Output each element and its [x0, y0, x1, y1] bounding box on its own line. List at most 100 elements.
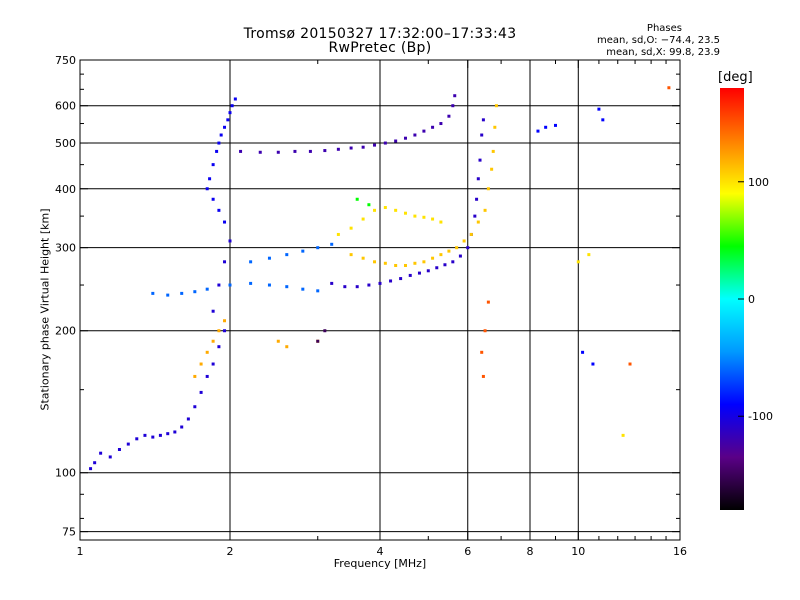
- data-point: [435, 266, 439, 270]
- data-point: [466, 246, 470, 250]
- y-tick-label: 100: [55, 467, 76, 480]
- data-point: [223, 329, 227, 333]
- data-point: [117, 447, 121, 451]
- data-point: [239, 149, 243, 153]
- data-point: [367, 203, 371, 207]
- data-point: [215, 149, 219, 153]
- data-point: [394, 139, 398, 143]
- data-point: [451, 104, 455, 108]
- data-point: [308, 149, 312, 153]
- data-point: [316, 246, 320, 250]
- data-point: [228, 283, 232, 287]
- data-point: [217, 141, 221, 145]
- y-axis-ticks: 75 100 200 300 400 500 600 750: [55, 54, 680, 539]
- data-point: [301, 249, 305, 253]
- data-point: [403, 211, 407, 215]
- y-tick-label: 500: [55, 137, 76, 150]
- data-point: [180, 425, 184, 429]
- data-point: [267, 256, 271, 260]
- colorbar-tick-label: 0: [748, 293, 755, 306]
- data-point: [276, 150, 280, 154]
- data-point: [285, 285, 289, 289]
- data-point: [217, 208, 221, 212]
- data-point: [383, 261, 387, 265]
- data-point: [126, 442, 130, 446]
- data-point: [316, 289, 320, 293]
- colorbar-tick-label: 100: [748, 176, 769, 189]
- data-point: [158, 433, 162, 437]
- data-point: [408, 273, 412, 277]
- data-point: [230, 104, 234, 108]
- data-point: [223, 319, 227, 323]
- data-point: [285, 253, 289, 257]
- chart-subtitle: RwPretec (Bp): [328, 40, 432, 56]
- data-point: [378, 281, 382, 285]
- data-point: [403, 136, 407, 140]
- data-point: [481, 374, 485, 378]
- data-point: [336, 147, 340, 151]
- data-point: [453, 94, 457, 98]
- data-points: [89, 86, 671, 471]
- y-axis-label: Stationary phase Virtual Height [km]: [38, 208, 52, 411]
- data-point: [458, 254, 462, 258]
- data-point: [223, 220, 227, 224]
- data-point: [413, 133, 417, 137]
- y-tick-label: 600: [55, 100, 76, 113]
- data-point: [349, 226, 353, 230]
- data-point: [285, 345, 289, 349]
- data-point: [486, 187, 490, 191]
- data-point: [544, 125, 548, 129]
- data-point: [493, 125, 497, 129]
- data-point: [205, 374, 209, 378]
- data-point: [431, 217, 435, 221]
- phase-stats: Phases mean, sd,O: −74.4, 23.5 mean, sd,…: [560, 23, 720, 59]
- data-point: [330, 281, 334, 285]
- data-point: [462, 239, 466, 243]
- data-point: [228, 111, 232, 115]
- y-tick-label: 400: [55, 183, 76, 196]
- data-point: [451, 260, 455, 264]
- x-tick-label: 6: [464, 545, 471, 558]
- data-point: [211, 362, 215, 366]
- data-point: [601, 118, 605, 122]
- data-point: [205, 287, 209, 291]
- data-point: [394, 264, 398, 268]
- data-point: [267, 283, 271, 287]
- data-point: [439, 253, 443, 257]
- data-point: [166, 293, 170, 297]
- data-point: [276, 339, 280, 343]
- phase-stats-x: mean, sd,X: 99.8, 23.9: [606, 47, 720, 58]
- data-point: [316, 339, 320, 343]
- data-point: [135, 437, 139, 441]
- data-point: [439, 122, 443, 126]
- data-point: [422, 129, 426, 133]
- data-point: [480, 133, 484, 137]
- data-point: [422, 215, 426, 219]
- data-point: [597, 107, 601, 111]
- data-point: [208, 177, 212, 181]
- data-point: [443, 263, 447, 267]
- data-point: [258, 150, 262, 154]
- data-point: [223, 125, 227, 129]
- data-point: [553, 123, 557, 127]
- data-point: [383, 141, 387, 145]
- data-point: [349, 253, 353, 257]
- data-point: [469, 232, 473, 236]
- data-point: [217, 283, 221, 287]
- x-tick-label: 2: [227, 545, 234, 558]
- data-point: [473, 214, 477, 218]
- x-tick-label: 1: [77, 545, 84, 558]
- colorbar-label: [deg]: [718, 70, 753, 85]
- data-point: [89, 467, 93, 471]
- data-point: [373, 260, 377, 264]
- data-point: [447, 249, 451, 253]
- data-point: [223, 260, 227, 264]
- data-point: [249, 260, 253, 264]
- data-point: [336, 232, 340, 236]
- data-point: [481, 118, 485, 122]
- data-point: [447, 114, 451, 118]
- x-axis-ticks: 1 2 4 6 8 10 16: [77, 60, 687, 558]
- data-point: [475, 197, 479, 201]
- data-point: [383, 206, 387, 210]
